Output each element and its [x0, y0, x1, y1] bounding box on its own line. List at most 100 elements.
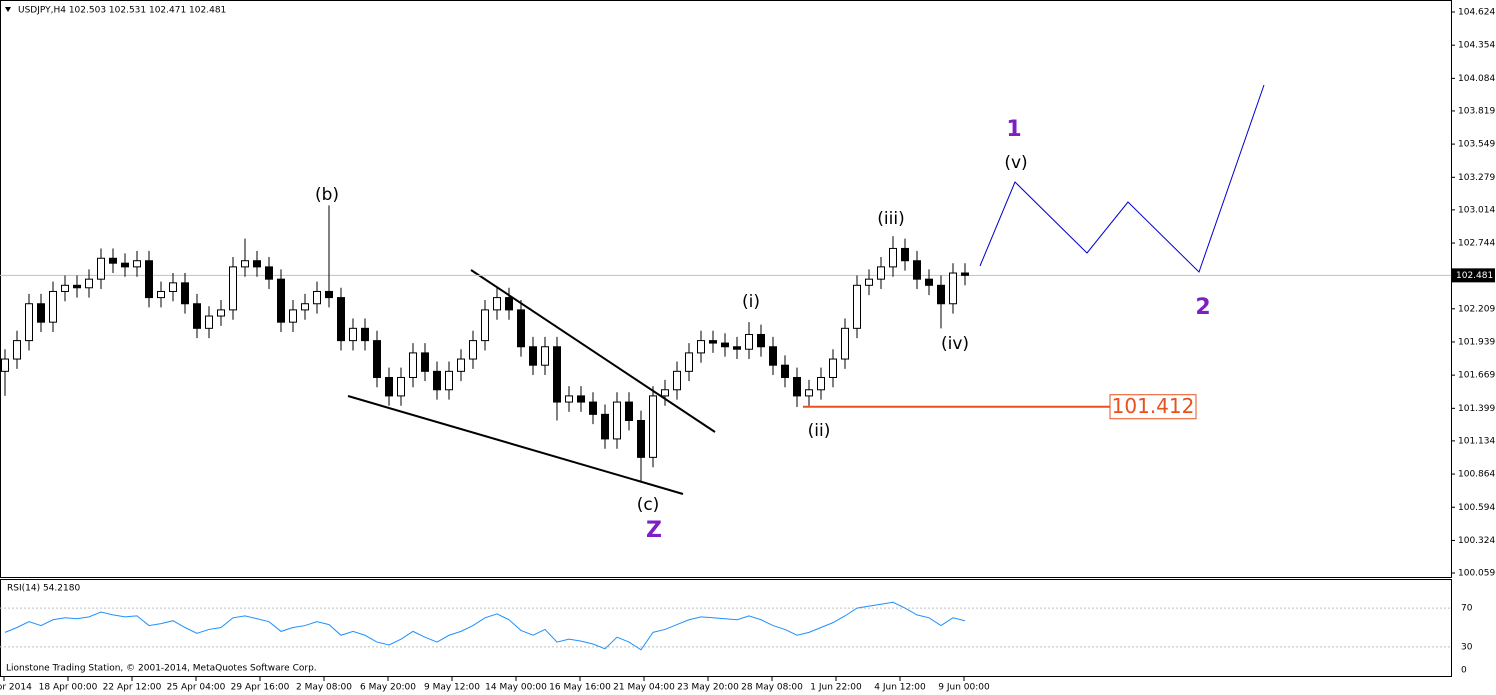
candle-body — [805, 389, 813, 397]
candle-body — [313, 290, 321, 305]
candle-body — [685, 352, 693, 372]
candle-body — [133, 260, 141, 268]
x-tick-label: 18 Apr 00:00 — [39, 683, 98, 693]
candle-body — [889, 247, 897, 268]
candle-body — [277, 278, 285, 323]
y-tick-label: 104.084 — [1458, 74, 1495, 84]
candle-body — [769, 346, 777, 366]
candle-body — [697, 340, 705, 354]
candle-body — [109, 257, 117, 264]
candle-body — [637, 419, 645, 458]
chart-title: USDJPY,H4 102.503 102.531 102.471 102.48… — [18, 6, 226, 16]
candle-body — [613, 401, 621, 440]
wave-label: 2 — [1195, 295, 1210, 320]
y-tick-label: 103.549 — [1458, 140, 1495, 150]
x-tick-label: 1 Jun 22:00 — [810, 683, 862, 693]
level-box — [1109, 394, 1197, 420]
rsi-title: RSI(14) 54.2180 — [7, 584, 80, 594]
candle-body — [817, 376, 825, 391]
candle-body — [85, 278, 93, 289]
candle-body — [529, 346, 537, 366]
projection — [979, 84, 1265, 273]
candle-body — [829, 358, 837, 378]
x-tick-label: 25 Apr 04:00 — [167, 683, 226, 693]
candle-body — [337, 297, 345, 342]
candle-body — [553, 346, 561, 403]
title-arrow — [5, 7, 11, 12]
candle-body — [481, 309, 489, 342]
candle-body — [157, 290, 165, 299]
candle-body — [229, 266, 237, 311]
y-tick-label: 103.819 — [1458, 106, 1495, 116]
rsi-panel — [0, 579, 1452, 677]
candle-body — [913, 260, 921, 280]
candle-body — [901, 247, 909, 262]
candle-body — [73, 284, 81, 289]
x-tick-label: 4 Jun 12:00 — [874, 683, 926, 693]
rsi-tick-label: 30 — [1461, 642, 1473, 652]
candle-body — [97, 257, 105, 280]
y-tick-label: 100.059 — [1458, 569, 1495, 579]
candle-body — [13, 340, 21, 360]
candle-body — [937, 284, 945, 305]
candle-body — [925, 278, 933, 286]
candle-body — [565, 395, 573, 403]
candle-body — [433, 370, 441, 391]
candle-body — [757, 333, 765, 348]
candle-body — [193, 303, 201, 329]
candle-body — [661, 389, 669, 397]
y-tick-label: 103.014 — [1458, 205, 1495, 215]
candle-body — [709, 340, 717, 344]
level-label: 101.412 — [1112, 394, 1195, 418]
candle-body — [361, 327, 369, 342]
footer: Lionstone Trading Station, © 2001-2014, … — [6, 664, 317, 674]
y-tick-label: 101.669 — [1458, 371, 1495, 381]
price-panel — [0, 0, 1452, 578]
rsi-tick-label: 70 — [1461, 604, 1473, 614]
candle-body — [505, 297, 513, 311]
wave-label: Z — [646, 518, 662, 543]
wedge-lower — [347, 395, 684, 495]
candle-body — [385, 376, 393, 397]
y-tick-label: 104.624 — [1458, 8, 1495, 18]
candle-body — [601, 413, 609, 440]
current-price-label: 102.481 — [1456, 271, 1493, 281]
candle-body — [61, 284, 69, 292]
candle-body — [37, 303, 45, 323]
candle-body — [289, 309, 297, 323]
candle-body — [721, 342, 729, 348]
x-tick-label: 29 Apr 16:00 — [231, 683, 290, 693]
y-tick-label: 101.134 — [1458, 436, 1495, 446]
y-tick-label: 101.939 — [1458, 337, 1495, 347]
y-tick-label: 102.744 — [1458, 239, 1495, 249]
candle-body — [181, 282, 189, 305]
candle-body — [625, 401, 633, 421]
x-tick-label: 16 May 16:00 — [549, 683, 611, 693]
candle-body — [409, 352, 417, 378]
candle-body — [517, 309, 525, 348]
x-tick-label: 22 Apr 12:00 — [103, 683, 162, 693]
y-tick-label: 100.864 — [1458, 470, 1495, 480]
candle-body — [457, 358, 465, 372]
x-tick-label: 2 May 08:00 — [296, 683, 352, 693]
x-tick-label: 14 May 00:00 — [485, 683, 547, 693]
candle-body — [493, 297, 501, 311]
candle-body — [217, 309, 225, 317]
candle-body — [241, 260, 249, 268]
candle-body — [733, 346, 741, 350]
wave-label: (ii) — [808, 421, 831, 441]
candle-body — [541, 346, 549, 366]
candle-body — [865, 278, 873, 286]
candle-body — [49, 290, 57, 323]
candle-body — [121, 262, 129, 268]
candle-body — [793, 376, 801, 397]
x-tick-label: 21 May 04:00 — [613, 683, 675, 693]
rsi-tick-label: 0 — [1461, 666, 1467, 676]
wave-label: (c) — [637, 495, 660, 515]
candle-body — [1, 358, 9, 372]
y-tick-label: 104.354 — [1458, 41, 1495, 51]
candle-body — [205, 315, 213, 329]
wave-label: (b) — [315, 185, 339, 205]
candle-body — [577, 395, 585, 403]
